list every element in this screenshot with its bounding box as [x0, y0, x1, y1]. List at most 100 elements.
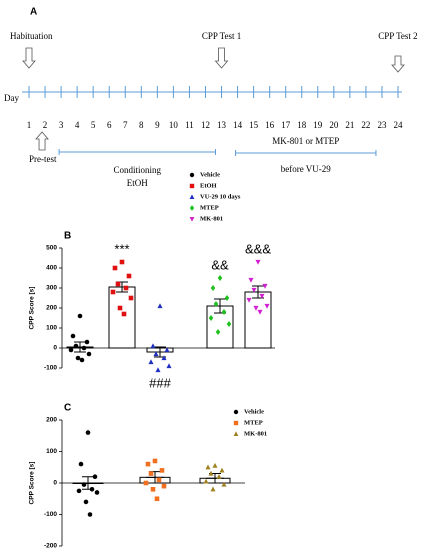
point — [255, 259, 261, 265]
point — [153, 351, 159, 357]
y-tick-label: 500 — [46, 245, 57, 252]
y-tick-label: 0 — [53, 480, 57, 487]
error-bar — [151, 346, 169, 358]
day-label: 16 — [265, 120, 275, 130]
point — [70, 333, 76, 339]
point — [126, 273, 132, 279]
point — [92, 474, 98, 480]
point — [112, 265, 118, 271]
point — [157, 303, 163, 309]
event-label: CPP Test 2 — [378, 31, 417, 41]
point — [226, 321, 232, 327]
day-label: 21 — [345, 120, 354, 130]
day-label: 2 — [43, 120, 48, 130]
day-label: 22 — [361, 120, 370, 130]
error-bar — [211, 298, 229, 314]
panel-label: A — [30, 7, 37, 18]
day-label: 10 — [169, 120, 179, 130]
point — [84, 339, 90, 345]
point — [77, 313, 83, 319]
day-label: 5 — [91, 120, 96, 130]
point — [189, 183, 195, 189]
point — [128, 295, 134, 301]
day-label: 14 — [233, 120, 243, 130]
y-tick-label: 200 — [46, 417, 57, 424]
day-label: 6 — [107, 120, 112, 130]
point — [152, 458, 158, 464]
day-label: 24 — [394, 120, 404, 130]
point — [121, 311, 127, 317]
legend-label: Vehicle — [200, 171, 220, 178]
annotation: *** — [114, 241, 129, 256]
phase-label: EtOH — [127, 178, 148, 188]
point — [75, 355, 81, 361]
y-tick-label: 300 — [46, 285, 57, 292]
day-label: 8 — [139, 120, 144, 130]
point — [94, 490, 100, 495]
point — [79, 357, 85, 363]
point — [85, 430, 91, 435]
legend-label: VU-29 10 days — [200, 193, 241, 200]
phase-label: MK-801 or MTEP — [272, 136, 339, 146]
error-bar — [249, 285, 267, 299]
point — [166, 363, 172, 369]
point — [86, 351, 92, 357]
point — [87, 512, 93, 517]
point — [150, 487, 156, 492]
point — [224, 295, 230, 301]
point — [233, 409, 239, 415]
point — [115, 281, 121, 287]
point — [213, 301, 219, 307]
point — [217, 275, 223, 281]
point — [164, 347, 170, 353]
point — [150, 343, 156, 349]
day-label: 7 — [123, 120, 128, 130]
error-bar — [146, 471, 164, 484]
day-label: 15 — [249, 120, 259, 130]
legend-label: MK-801 — [200, 215, 223, 222]
panel-label: C — [64, 403, 71, 414]
day-label: 4 — [75, 120, 80, 130]
point — [233, 420, 239, 426]
arrow — [22, 47, 36, 69]
point — [83, 499, 89, 505]
y-tick-label: 100 — [46, 448, 57, 455]
point — [210, 486, 216, 492]
point — [248, 277, 254, 283]
legend-label: MTEP — [200, 204, 219, 211]
point — [78, 461, 84, 467]
annotation: ### — [149, 375, 171, 390]
arrow — [214, 47, 229, 69]
error-bar — [113, 281, 131, 293]
point — [253, 305, 259, 311]
axis-label: Day — [4, 93, 19, 103]
legend-label: Vehicle — [244, 408, 264, 415]
point — [233, 431, 239, 436]
point — [259, 293, 265, 299]
point — [110, 289, 116, 295]
point — [148, 359, 154, 365]
point — [257, 309, 263, 315]
y-tick-label: -200 — [44, 543, 57, 550]
phase-label: before VU-29 — [281, 164, 332, 174]
error-bar — [206, 473, 224, 484]
error-bar — [71, 341, 89, 353]
point — [81, 482, 87, 487]
point — [216, 473, 222, 479]
point — [208, 315, 214, 321]
point — [148, 471, 154, 476]
point — [68, 347, 74, 353]
y-axis-label: CPP Score [s] — [29, 287, 36, 330]
day-label: 18 — [297, 120, 307, 130]
point — [119, 259, 125, 265]
day-label: 12 — [201, 120, 210, 130]
point — [189, 217, 195, 222]
day-label: 19 — [313, 120, 323, 130]
arrow — [35, 131, 49, 151]
day-label: 20 — [329, 120, 339, 130]
point — [73, 343, 79, 349]
point — [221, 481, 227, 487]
point — [210, 285, 216, 291]
day-label: 17 — [281, 120, 291, 130]
